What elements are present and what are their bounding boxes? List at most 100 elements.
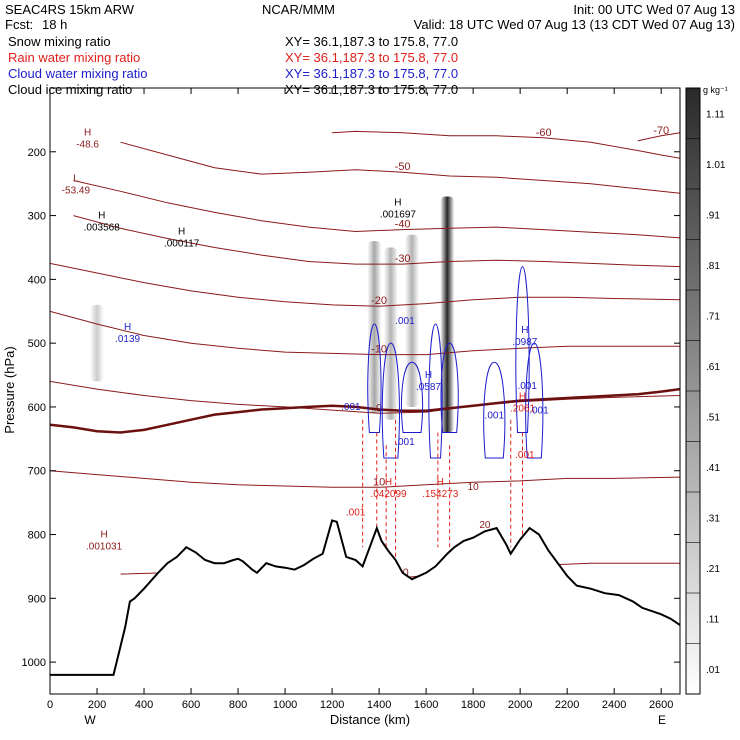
x-tick-label: 2400 xyxy=(602,699,626,711)
legend-name-1: Rain water mixing ratio xyxy=(8,50,140,65)
x-tick-label: 0 xyxy=(47,699,53,711)
y-tick-label: 500 xyxy=(28,338,46,350)
contour-value-label: .001 xyxy=(529,405,549,416)
terrain-fill xyxy=(50,520,680,694)
x-tick-label: 400 xyxy=(135,699,153,711)
colorbar-label: .81 xyxy=(706,261,720,272)
temperature-contour-label: -20 xyxy=(371,295,387,307)
temperature-contour xyxy=(73,215,680,268)
extremum-value: .000117 xyxy=(164,238,200,249)
x-tick-label: 2600 xyxy=(649,699,673,711)
legend-xy-1: XY= 36.1,187.3 to 175.8, 77.0 xyxy=(285,50,458,65)
extremum-value: -48.6 xyxy=(76,139,99,150)
extremum-value: .0987 xyxy=(512,337,537,348)
extremum-marker: H xyxy=(98,210,105,221)
x-tick-label: 800 xyxy=(229,699,247,711)
extremum-marker: H xyxy=(178,226,185,237)
extremum-marker: H xyxy=(394,198,401,209)
x-left-end-label: W xyxy=(84,713,96,727)
colorbar-label: .61 xyxy=(706,362,720,373)
extremum-marker: H xyxy=(425,370,432,381)
x-tick-label: 1800 xyxy=(461,699,485,711)
legend-name-0: Snow mixing ratio xyxy=(8,34,111,49)
extremum-marker: H xyxy=(84,127,91,138)
contour-value-label: 20 xyxy=(479,520,491,531)
x-axis-label: Distance (km) xyxy=(330,712,410,727)
temperature-contour-label: -40 xyxy=(395,219,411,231)
x-tick-label: 1600 xyxy=(414,699,438,711)
temperature-contour xyxy=(120,141,680,194)
contour-value-label: .001 xyxy=(341,402,361,413)
contour-value-label: .001 xyxy=(346,507,366,518)
x-tick-label: 200 xyxy=(88,699,106,711)
y-tick-label: 800 xyxy=(28,530,46,542)
y-tick-label: 600 xyxy=(28,402,46,414)
extremum-value: .0587 xyxy=(416,382,441,393)
legend-xy-2: XY= 36.1,187.3 to 175.8, 77.0 xyxy=(285,66,458,81)
contour-value-label: .001 xyxy=(395,437,415,448)
snow-column xyxy=(383,247,398,420)
y-tick-label: 1000 xyxy=(22,657,46,669)
temperature-contour-label: -60 xyxy=(536,127,552,139)
temperature-contour xyxy=(332,130,680,159)
temperature-contour xyxy=(50,310,680,356)
cloud-water-contour xyxy=(525,342,544,459)
extremum-value: -53.49 xyxy=(62,185,91,196)
x-tick-label: 2200 xyxy=(555,699,579,711)
extremum-marker: H xyxy=(124,322,131,333)
header-valid: Valid: 18 UTC Wed 07 Aug 13 (13 CDT Wed … xyxy=(414,17,735,32)
extremum-value: .2061 xyxy=(510,403,535,414)
cloud-water-contour xyxy=(440,342,459,433)
legend-xy-0: XY= 36.1,187.3 to 175.8, 77.0 xyxy=(285,34,458,49)
extremum-value: .003568 xyxy=(84,222,121,233)
contour-value-label: .001 xyxy=(485,410,505,421)
cloud-water-contour xyxy=(381,342,400,459)
legend: Snow mixing ratio XY= 36.1,187.3 to 175.8… xyxy=(8,34,458,97)
x-right-end-label: E xyxy=(658,713,666,727)
temperature-contour-label: -10 xyxy=(371,344,387,356)
temperature-contour xyxy=(637,132,680,142)
temperature-contour-label: -50 xyxy=(395,161,411,173)
colorbar-label: .91 xyxy=(706,210,720,221)
extremum-value: .0139 xyxy=(115,334,140,345)
extremum-value: .001697 xyxy=(380,210,417,221)
temperature-contour xyxy=(50,470,680,488)
snow-column xyxy=(367,241,382,414)
contour-value-label: .001 xyxy=(395,316,415,327)
header-model: SEAC4RS 15km ARW xyxy=(5,2,135,17)
colorbar-label: .71 xyxy=(706,311,720,322)
colorbar-label: .51 xyxy=(706,412,720,423)
legend-xy-3: XY= 36.1,187.3 to 175.8, 77.0 xyxy=(285,82,458,97)
temperature-contour xyxy=(50,380,680,414)
extremum-value: .154273 xyxy=(422,489,459,500)
y-tick-label: 300 xyxy=(28,211,46,223)
colorbar-label: .01 xyxy=(706,665,720,676)
contour-value-label: .001 xyxy=(517,381,537,392)
snow-column xyxy=(90,304,105,382)
y-tick-label: 700 xyxy=(28,466,46,478)
colorbar-label: 1.11 xyxy=(706,109,725,120)
header-org: NCAR/MMM xyxy=(262,2,335,17)
header-fcst-value: 18 h xyxy=(42,17,67,32)
snow-column xyxy=(440,196,455,433)
colorbar-label: 1.01 xyxy=(706,160,726,171)
colorbar-units: g kg⁻¹ xyxy=(703,85,728,95)
extremum-value: .042099 xyxy=(370,489,407,500)
y-axis-label: Pressure (hPa) xyxy=(2,346,17,433)
colorbar-label: .31 xyxy=(706,513,720,524)
extremum-value: .001031 xyxy=(86,541,123,552)
x-tick-label: 1200 xyxy=(320,699,344,711)
contour-value-label: .001 xyxy=(515,450,535,461)
temperature-contour xyxy=(73,180,680,239)
temperature-contour xyxy=(50,262,680,307)
cloud-water-contour xyxy=(367,323,382,433)
extremum-marker: H xyxy=(521,325,528,336)
y-tick-label: 900 xyxy=(28,593,46,605)
x-tick-label: 2000 xyxy=(508,699,532,711)
cloud-water-contour xyxy=(401,361,424,433)
colorbar-label: .21 xyxy=(706,564,720,575)
extremum-marker: H xyxy=(437,477,444,488)
x-tick-label: 1000 xyxy=(273,699,297,711)
cloud-water-contour xyxy=(483,361,506,459)
